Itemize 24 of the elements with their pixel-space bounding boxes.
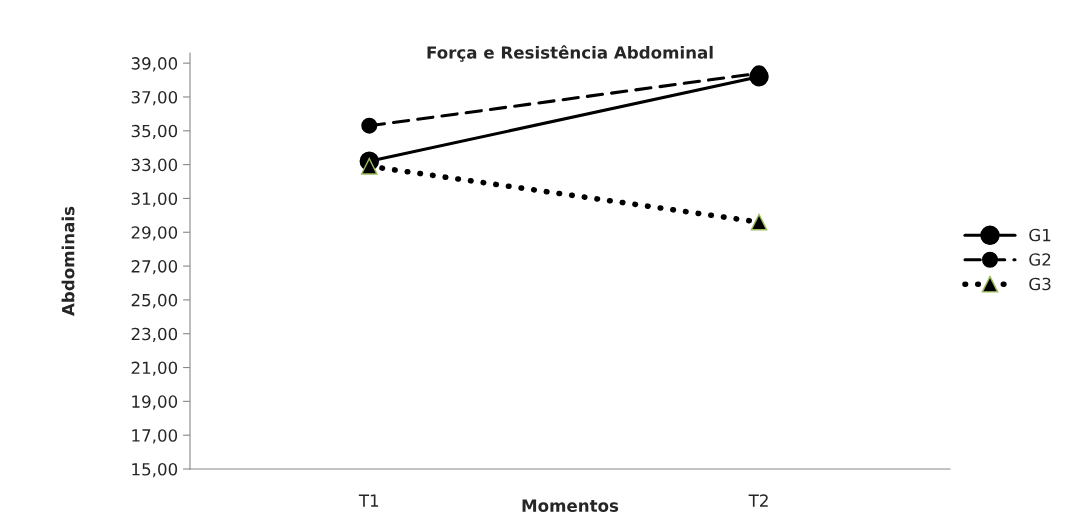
y-tick-label: 21,00: [131, 361, 178, 376]
point: [750, 213, 768, 231]
y-tick-label: 15,00: [132, 462, 178, 478]
y-tick-label: 19,00: [132, 395, 178, 410]
y-tick-label: 33,00: [131, 158, 178, 173]
legend-label: G2: [1029, 253, 1051, 266]
y-tick-label: 31,00: [131, 192, 178, 207]
legend-label: G3: [1029, 277, 1051, 291]
y-tick-label: 39,00: [131, 57, 178, 72]
legend-label: G1: [1029, 228, 1051, 242]
y-tick-label: 29,00: [131, 226, 178, 241]
point: [360, 157, 378, 175]
x-tick-label: T2: [748, 494, 768, 507]
x-tick-label: T1: [358, 494, 379, 507]
y-axis-title: Abdominais: [61, 206, 75, 316]
y-tick-label: 35,00: [131, 124, 178, 140]
x-axis-title: Momentos: [522, 499, 619, 512]
y-tick-label: 37,00: [131, 90, 178, 106]
chart-title: Força e Resistência Abdominal: [427, 45, 713, 62]
point: [361, 117, 378, 134]
y-tick-label: 25,00: [131, 293, 178, 309]
y-tick-label: 17,00: [132, 429, 178, 444]
y-tick-label: 27,00: [131, 260, 178, 275]
y-tick-label: 23,00: [131, 327, 178, 342]
